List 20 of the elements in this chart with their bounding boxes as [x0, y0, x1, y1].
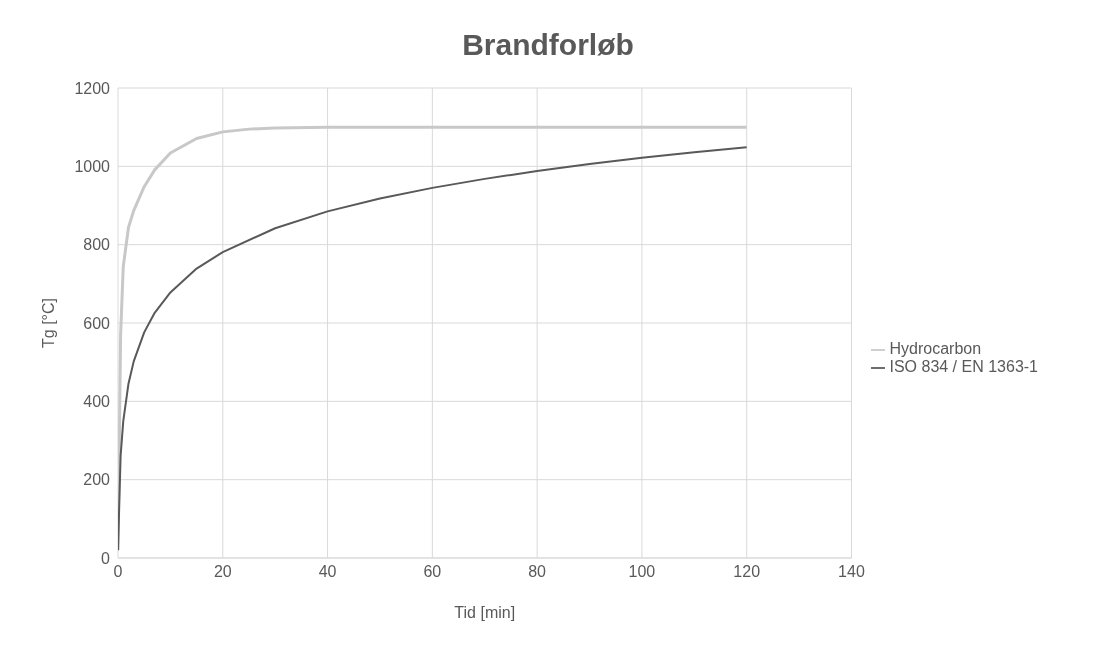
- x-tick-label: 20: [213, 563, 232, 581]
- y-tick-label: 200: [83, 471, 111, 489]
- x-tick-label: 140: [838, 563, 865, 581]
- y-tick-label: 800: [83, 236, 111, 254]
- y-tick-label: 1200: [74, 79, 111, 97]
- legend-label: ISO 834 / EN 1363-1: [889, 358, 1038, 375]
- x-tick-label: 80: [528, 563, 547, 581]
- x-axis-title: Tid [min]: [454, 604, 516, 621]
- x-tick-label: 0: [113, 563, 123, 581]
- x-tick-label: 60: [423, 563, 442, 581]
- x-tick-label: 100: [628, 563, 656, 581]
- x-tick-label: 120: [733, 563, 761, 581]
- legend-label: Hydrocarbon: [889, 340, 982, 357]
- y-tick-label: 400: [83, 393, 111, 411]
- y-tick-label: 600: [83, 314, 111, 332]
- chart-title: Brandforløb: [461, 27, 635, 63]
- y-tick-label: 1000: [74, 158, 111, 176]
- x-tick-label: 40: [318, 563, 337, 581]
- y-axis-title: Tg [°C]: [39, 298, 57, 348]
- y-tick-label: 0: [101, 549, 111, 567]
